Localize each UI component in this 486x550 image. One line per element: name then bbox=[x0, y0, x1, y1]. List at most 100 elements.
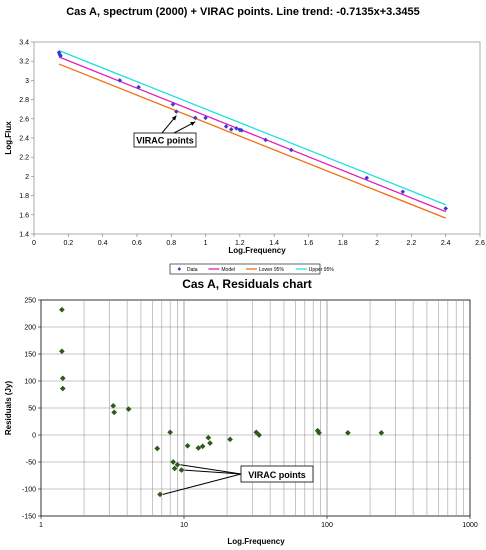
chart1-data-point bbox=[136, 84, 141, 90]
chart2-data-point bbox=[111, 409, 118, 416]
chart1-y-tick-label: 1.4 bbox=[19, 232, 29, 239]
chart2-data-point bbox=[167, 429, 173, 436]
chart2-x-ticks: 1 10 100 1000 bbox=[39, 516, 478, 529]
chart1-y-tick-label: 2.2 bbox=[19, 155, 29, 162]
chart2-data-point bbox=[157, 491, 163, 498]
chart1-y-tick-label: 2.4 bbox=[19, 136, 29, 143]
chart2-data-point bbox=[207, 440, 213, 446]
chart1-data-point bbox=[289, 147, 294, 153]
chart1-legend-label: Data bbox=[187, 267, 198, 273]
chart1-x-tick-label: 2.4 bbox=[441, 240, 451, 247]
chart2-y-tick-label: 50 bbox=[28, 406, 36, 413]
chart1-callout: VIRAC points bbox=[133, 115, 197, 148]
chart2-y-tick-label: 150 bbox=[24, 352, 36, 359]
chart1-y-tick-label: 3 bbox=[25, 78, 29, 85]
chart2-data-point bbox=[154, 445, 161, 452]
chart1-x-tick-label: 2.2 bbox=[407, 240, 417, 247]
chart1-callout-arrowhead bbox=[190, 121, 196, 126]
chart1-legend-label: Model bbox=[221, 267, 235, 273]
chart2-y-ticks: -150 -100 -50 0 50 100 150 200 250 bbox=[22, 298, 41, 521]
chart1-x-ticks: 0 0.2 0.4 0.6 0.8 1 1.2 1.4 1.6 1.8 2 2.2 2.4 2.6 bbox=[32, 234, 485, 247]
chart2-y-tick-label: 0 bbox=[32, 433, 36, 440]
chart1-data-point bbox=[58, 53, 63, 59]
chart1-x-tick-label: 0.4 bbox=[98, 240, 108, 247]
chart2-grid bbox=[41, 300, 470, 516]
chart2-data-point bbox=[256, 432, 262, 438]
chart-log-flux: Cas A, spectrum (2000) + VIRAC points. L… bbox=[4, 6, 485, 275]
chart2-data-point bbox=[170, 459, 177, 465]
chart2-data-point bbox=[184, 442, 191, 449]
chart1-data-point bbox=[263, 137, 268, 143]
chart1-legend-label: Lower 95% bbox=[259, 267, 285, 273]
chart2-points bbox=[59, 306, 385, 498]
chart-residuals: Cas A, Residuals chart -150 -100 -50 0 50 100… bbox=[4, 277, 478, 546]
chart2-y-tick-label: -100 bbox=[22, 487, 36, 494]
chart1-data-point bbox=[170, 102, 176, 107]
chart2-callout: VIRAC points bbox=[162, 464, 314, 495]
chart2-data-point bbox=[199, 443, 206, 450]
chart1-callout-arrowhead bbox=[171, 115, 177, 121]
chart1-lines bbox=[58, 50, 446, 219]
chart2-x-tick-label: 1 bbox=[39, 522, 43, 529]
chart2-data-point bbox=[205, 434, 212, 441]
chart1-y-tick-label: 3.2 bbox=[19, 59, 29, 66]
chart2-data-point bbox=[178, 467, 185, 473]
chart2-data-point bbox=[378, 430, 385, 436]
chart1-x-tick-label: 1.4 bbox=[269, 240, 279, 247]
chart1-x-tick-label: 0.6 bbox=[132, 240, 142, 247]
chart1-data-point bbox=[400, 189, 406, 195]
chart2-data-point bbox=[171, 465, 178, 472]
chart1-y-tick-label: 1.6 bbox=[19, 212, 29, 219]
chart2-x-tick-label: 1000 bbox=[462, 522, 478, 529]
chart1-legend: Data Model Lower 95% Upper 95% bbox=[169, 263, 335, 275]
chart2-data-point bbox=[174, 461, 181, 468]
chart2-data-point bbox=[195, 445, 202, 451]
chart1-callout-text: VIRAC points bbox=[136, 136, 194, 146]
chart2-y-tick-label: 100 bbox=[24, 379, 36, 386]
chart2-y-tick-label: 200 bbox=[24, 325, 36, 332]
chart1-y-tick-label: 1.8 bbox=[19, 193, 29, 200]
chart1-data-point bbox=[364, 175, 370, 181]
chart1-legend-label: Upper 95% bbox=[309, 267, 335, 273]
chart2-y-tick-label: -150 bbox=[22, 514, 36, 521]
chart1-x-tick-label: 1.2 bbox=[235, 240, 245, 247]
chart2-callout-arrow bbox=[180, 464, 242, 475]
chart1-callout-box bbox=[133, 132, 197, 148]
chart2-x-tick-label: 100 bbox=[321, 522, 333, 529]
chart1-line-upper-95- bbox=[58, 50, 446, 206]
chart1-line-lower-95- bbox=[58, 63, 446, 219]
chart2-data-point bbox=[125, 406, 132, 412]
chart1-y-tick-label: 2 bbox=[25, 174, 29, 181]
chart2-data-point bbox=[110, 403, 117, 409]
chart2-data-point bbox=[227, 436, 233, 443]
chart1-line-model bbox=[58, 56, 446, 213]
chart2-callout-arrow bbox=[162, 473, 242, 495]
chart2-y-tick-label: -50 bbox=[26, 460, 36, 467]
chart1-data-point bbox=[229, 127, 234, 132]
chart1-x-tick-label: 1 bbox=[204, 240, 208, 247]
chart1-x-tick-label: 0.2 bbox=[63, 240, 73, 247]
chart1-title: Cas A, spectrum (2000) + VIRAC points. L… bbox=[66, 6, 420, 18]
chart1-x-tick-label: 2 bbox=[375, 240, 379, 247]
chart2-x-axis-label: Log.Frequency bbox=[227, 537, 285, 546]
chart2-data-point bbox=[316, 430, 322, 436]
chart1-x-tick-label: 0 bbox=[32, 240, 36, 247]
chart1-x-tick-label: 1.6 bbox=[304, 240, 314, 247]
chart2-y-tick-label: 250 bbox=[24, 298, 36, 305]
chart1-y-tick-label: 3.4 bbox=[19, 40, 29, 47]
chart1-y-tick-label: 2.6 bbox=[19, 116, 29, 123]
chart2-x-tick-label: 10 bbox=[180, 522, 188, 529]
chart1-y-ticks: 1.4 1.6 1.8 2 2.2 2.4 2.6 2.8 3 3.2 3.4 bbox=[19, 40, 34, 239]
chart1-legend-marker bbox=[177, 267, 182, 271]
chart1-y-tick-label: 2.8 bbox=[19, 97, 29, 104]
chart1-x-tick-label: 1.8 bbox=[338, 240, 348, 247]
chart1-legend-box bbox=[169, 263, 321, 275]
chart2-callout-arrow bbox=[184, 469, 242, 475]
chart1-y-axis-label: Log.Flux bbox=[4, 121, 13, 155]
chart1-x-axis-label: Log.Frequency bbox=[228, 246, 286, 255]
chart2-data-point bbox=[345, 430, 351, 436]
chart1-x-tick-label: 2.6 bbox=[475, 240, 485, 247]
chart1-x-tick-label: 0.8 bbox=[166, 240, 176, 247]
chart2-y-axis-label: Residuals (Jy) bbox=[4, 381, 13, 436]
